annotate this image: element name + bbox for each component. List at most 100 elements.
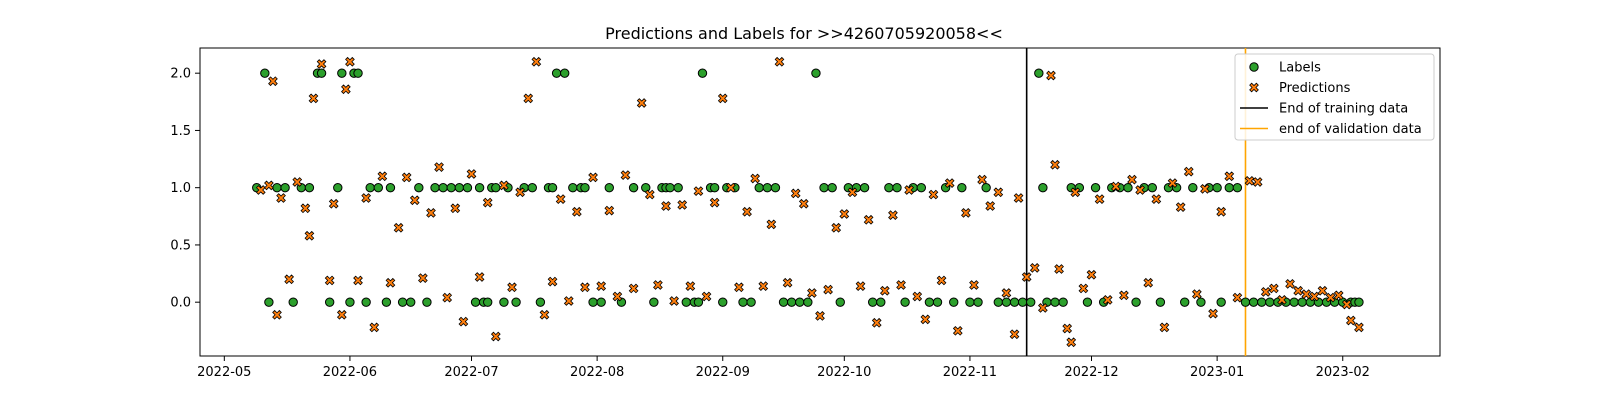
prediction-point xyxy=(758,281,769,292)
x-tick-label: 2022-06 xyxy=(323,365,377,380)
prediction-point xyxy=(734,282,744,293)
prediction-point xyxy=(377,171,388,182)
prediction-point xyxy=(928,189,939,200)
label-point xyxy=(304,182,315,193)
prediction-point xyxy=(272,309,282,320)
prediction-point xyxy=(725,182,736,193)
prediction-point xyxy=(268,76,278,87)
label-point xyxy=(547,182,558,193)
label-point xyxy=(260,68,270,78)
prediction-point xyxy=(385,277,396,288)
label-point xyxy=(1289,297,1299,307)
label-point xyxy=(333,182,343,193)
prediction-point xyxy=(717,93,728,104)
prediction-point xyxy=(1244,175,1255,186)
label-point xyxy=(324,297,335,307)
prediction-point xyxy=(369,322,380,333)
prediction-point xyxy=(904,185,915,195)
prediction-point xyxy=(977,174,987,185)
legend-label: End of training data xyxy=(1279,102,1408,117)
prediction-point xyxy=(750,173,761,184)
label-point xyxy=(1354,297,1364,307)
label-point xyxy=(892,182,902,193)
label-point xyxy=(1123,182,1133,193)
prediction-point xyxy=(1070,187,1081,198)
prediction-point xyxy=(1175,202,1186,213)
x-tick-label: 2023-02 xyxy=(1316,365,1370,380)
x-tick-label: 2023-01 xyxy=(1190,365,1244,380)
prediction-point xyxy=(563,296,574,306)
prediction-point xyxy=(1009,329,1020,340)
label-point xyxy=(422,297,432,307)
prediction-point xyxy=(766,219,777,230)
label-point xyxy=(1180,297,1190,307)
prediction-point xyxy=(628,283,639,294)
prediction-point xyxy=(912,291,923,302)
x-tick-label: 2022-07 xyxy=(444,365,498,380)
label-point xyxy=(1090,182,1101,193)
prediction-point xyxy=(952,325,963,336)
label-point xyxy=(803,297,813,307)
label-point xyxy=(1232,182,1243,193)
label-point xyxy=(568,182,578,193)
prediction-point xyxy=(1066,337,1077,348)
label-point xyxy=(337,68,347,78)
label-point xyxy=(1240,297,1251,307)
prediction-point xyxy=(1119,290,1129,301)
prediction-point xyxy=(1293,285,1304,296)
prediction-point xyxy=(300,203,311,214)
label-point xyxy=(738,297,748,307)
legend-labels-swatch xyxy=(1249,62,1259,72)
prediction-point xyxy=(264,180,274,191)
prediction-point xyxy=(855,281,866,292)
prediction-point xyxy=(409,195,420,206)
prediction-point xyxy=(596,281,607,292)
prediction-point xyxy=(466,169,477,179)
label-point xyxy=(649,297,659,307)
label-point xyxy=(551,68,562,78)
prediction-point xyxy=(1301,289,1312,300)
x-tick-label: 2022-10 xyxy=(817,365,871,380)
label-point xyxy=(1082,297,1093,307)
prediction-point xyxy=(1268,283,1279,294)
label-point xyxy=(1026,297,1036,307)
prediction-point xyxy=(1309,291,1320,302)
prediction-point xyxy=(1143,277,1154,288)
label-point xyxy=(819,182,829,193)
prediction-point xyxy=(1224,171,1235,182)
prediction-point xyxy=(1252,177,1263,187)
label-point xyxy=(1038,182,1048,193)
label-point xyxy=(406,297,416,307)
prediction-point xyxy=(815,311,825,321)
label-point xyxy=(965,297,975,307)
label-point xyxy=(876,297,886,307)
label-point xyxy=(414,182,424,193)
prediction-point xyxy=(604,205,615,216)
label-point xyxy=(628,182,639,193)
prediction-point xyxy=(588,172,598,183)
prediction-point xyxy=(831,222,842,233)
prediction-point xyxy=(1260,287,1271,297)
label-point xyxy=(430,182,440,193)
prediction-point xyxy=(1127,174,1137,185)
label-point xyxy=(1147,182,1157,193)
label-point xyxy=(288,297,298,307)
prediction-point xyxy=(523,93,534,104)
prediction-point xyxy=(482,197,493,208)
label-point xyxy=(560,68,570,78)
prediction-point xyxy=(341,84,351,95)
label-point xyxy=(491,182,501,193)
prediction-point xyxy=(644,189,655,200)
plot-area xyxy=(199,47,1441,357)
label-point xyxy=(993,297,1004,307)
prediction-point xyxy=(879,285,890,296)
label-point xyxy=(916,182,927,193)
x-tick-label: 2022-11 xyxy=(943,365,997,380)
prediction-point xyxy=(1341,299,1352,310)
label-point xyxy=(932,297,943,307)
prediction-point xyxy=(1208,308,1218,319)
prediction-point xyxy=(1345,315,1356,326)
prediction-point xyxy=(336,309,347,320)
y-tick-label: 0.5 xyxy=(170,238,191,253)
x-tick-label: 2022-09 xyxy=(696,365,750,380)
